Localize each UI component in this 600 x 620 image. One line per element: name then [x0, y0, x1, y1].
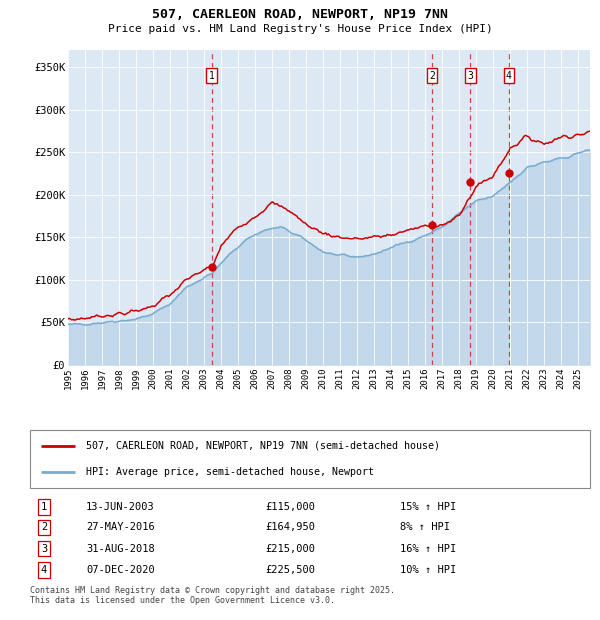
Text: 1: 1 [209, 71, 215, 81]
Text: 31-AUG-2018: 31-AUG-2018 [86, 544, 155, 554]
Text: £164,950: £164,950 [265, 523, 315, 533]
Text: Contains HM Land Registry data © Crown copyright and database right 2025.
This d: Contains HM Land Registry data © Crown c… [30, 586, 395, 605]
FancyBboxPatch shape [30, 430, 590, 488]
Text: 1: 1 [41, 502, 47, 512]
Text: 13-JUN-2003: 13-JUN-2003 [86, 502, 155, 512]
Text: 507, CAERLEON ROAD, NEWPORT, NP19 7NN (semi-detached house): 507, CAERLEON ROAD, NEWPORT, NP19 7NN (s… [86, 441, 440, 451]
Text: HPI: Average price, semi-detached house, Newport: HPI: Average price, semi-detached house,… [86, 467, 374, 477]
Text: 07-DEC-2020: 07-DEC-2020 [86, 565, 155, 575]
Text: 8% ↑ HPI: 8% ↑ HPI [400, 523, 449, 533]
Text: 10% ↑ HPI: 10% ↑ HPI [400, 565, 456, 575]
Text: 2: 2 [41, 523, 47, 533]
Text: 507, CAERLEON ROAD, NEWPORT, NP19 7NN: 507, CAERLEON ROAD, NEWPORT, NP19 7NN [152, 8, 448, 21]
Text: £115,000: £115,000 [265, 502, 315, 512]
Text: £225,500: £225,500 [265, 565, 315, 575]
Text: £215,000: £215,000 [265, 544, 315, 554]
Text: Price paid vs. HM Land Registry's House Price Index (HPI): Price paid vs. HM Land Registry's House … [107, 24, 493, 34]
Text: 4: 4 [41, 565, 47, 575]
Text: 3: 3 [467, 71, 473, 81]
Text: 15% ↑ HPI: 15% ↑ HPI [400, 502, 456, 512]
Text: 2: 2 [429, 71, 435, 81]
Text: 16% ↑ HPI: 16% ↑ HPI [400, 544, 456, 554]
Text: 3: 3 [41, 544, 47, 554]
Text: 27-MAY-2016: 27-MAY-2016 [86, 523, 155, 533]
Text: 4: 4 [506, 71, 512, 81]
